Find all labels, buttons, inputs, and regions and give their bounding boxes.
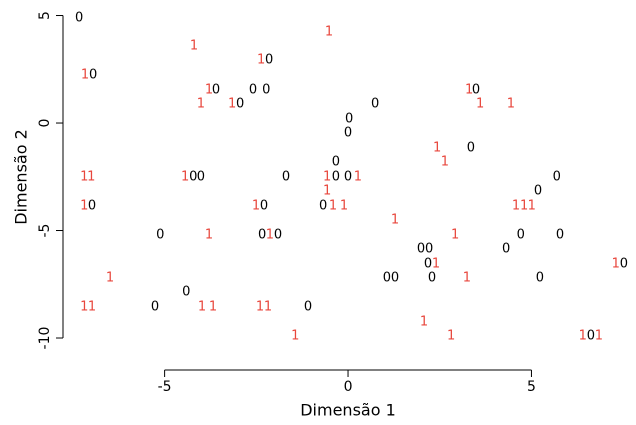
point-label: 0 <box>189 169 197 184</box>
point-label: 0 <box>88 199 96 214</box>
point-label: 1 <box>266 228 274 243</box>
point-label: 1 <box>441 154 449 169</box>
point-label: 1 <box>205 228 213 243</box>
point-label: 0 <box>502 242 510 257</box>
point-label: 0 <box>424 257 432 272</box>
x-tick-label: 0 <box>344 379 353 395</box>
point-label: 1 <box>325 25 333 40</box>
point-label: 0 <box>534 183 542 198</box>
point-label: 1 <box>323 183 331 198</box>
y-axis-label: Dimensão 2 <box>12 129 31 225</box>
point-label: 1 <box>433 140 441 155</box>
point-label: 0 <box>258 228 266 243</box>
point-label: 1 <box>106 271 114 286</box>
point-label: 0 <box>265 53 273 68</box>
point-label: 1 <box>512 199 520 214</box>
y-tick-label: -10 <box>37 327 53 350</box>
point-label: 1 <box>391 212 399 227</box>
point-label: 1 <box>432 257 440 272</box>
point-label: 1 <box>80 199 88 214</box>
point-label: 1 <box>451 228 459 243</box>
point-label: 0 <box>282 169 290 184</box>
point-label: 1 <box>291 329 299 344</box>
point-label: 1 <box>205 83 213 98</box>
point-label: 1 <box>87 169 95 184</box>
point-label: 1 <box>264 300 272 315</box>
point-label: 0 <box>428 271 436 286</box>
point-label: 1 <box>420 315 428 330</box>
point-label: 1 <box>340 199 348 214</box>
point-label: 0 <box>391 271 399 286</box>
point-label: 1 <box>463 271 471 286</box>
point-label: 1 <box>257 53 265 68</box>
point-label: 0 <box>249 83 257 98</box>
point-label: 0 <box>425 242 433 257</box>
point-label: 1 <box>507 97 515 112</box>
point-label: 0 <box>536 271 544 286</box>
point-label: 1 <box>256 300 264 315</box>
point-label: 0 <box>417 242 425 257</box>
point-label: 0 <box>371 97 379 112</box>
point-label: 0 <box>75 11 83 26</box>
point-label: 0 <box>212 83 220 98</box>
point-label: 0 <box>197 169 205 184</box>
point-label: 1 <box>197 97 205 112</box>
point-label: 1 <box>612 257 620 272</box>
point-label: 0 <box>344 126 352 141</box>
point-label: 1 <box>528 199 536 214</box>
point-label: 0 <box>236 97 244 112</box>
point-label: 1 <box>209 300 217 315</box>
point-label: 0 <box>467 140 475 155</box>
point-label: 0 <box>260 199 268 214</box>
point-label: 1 <box>228 97 236 112</box>
point-label: 0 <box>89 68 97 83</box>
point-label: 0 <box>262 83 270 98</box>
point-label: 1 <box>354 169 362 184</box>
point-label: 0 <box>304 300 312 315</box>
y-tick-label: 5 <box>37 11 53 20</box>
y-tick-label: -5 <box>37 224 53 238</box>
point-label: 1 <box>80 169 88 184</box>
y-tick-label: 0 <box>37 119 53 128</box>
x-axis-label: Dimensão 1 <box>300 401 396 420</box>
point-label: 1 <box>80 300 88 315</box>
point-label: 1 <box>595 329 603 344</box>
point-label: 1 <box>190 39 198 54</box>
point-label: 1 <box>520 199 528 214</box>
point-label: 1 <box>198 300 206 315</box>
point-label: 0 <box>319 199 327 214</box>
point-label: 0 <box>156 228 164 243</box>
point-label: 0 <box>517 228 525 243</box>
point-label: 0 <box>332 169 340 184</box>
point-label: 0 <box>344 169 352 184</box>
point-label: 1 <box>329 199 337 214</box>
point-label: 1 <box>88 300 96 315</box>
point-label: 1 <box>81 68 89 83</box>
point-label: 1 <box>447 329 455 344</box>
point-label: 0 <box>383 271 391 286</box>
point-label: 1 <box>465 83 473 98</box>
x-tick-label: -5 <box>158 379 172 395</box>
point-label: 1 <box>181 169 189 184</box>
point-label: 0 <box>587 329 595 344</box>
point-label: 0 <box>332 154 340 169</box>
point-label: 0 <box>274 228 282 243</box>
point-label: 1 <box>579 329 587 344</box>
point-label: 0 <box>345 111 353 126</box>
point-label: 1 <box>252 199 260 214</box>
point-label: 1 <box>323 169 331 184</box>
point-label: 0 <box>151 300 159 315</box>
point-label: 0 <box>556 228 564 243</box>
point-label: 0 <box>553 169 561 184</box>
x-tick-label: 5 <box>527 379 536 395</box>
point-label: 0 <box>182 285 190 300</box>
point-label: 0 <box>620 257 628 272</box>
point-label: 1 <box>476 97 484 112</box>
point-label: 0 <box>472 83 480 98</box>
